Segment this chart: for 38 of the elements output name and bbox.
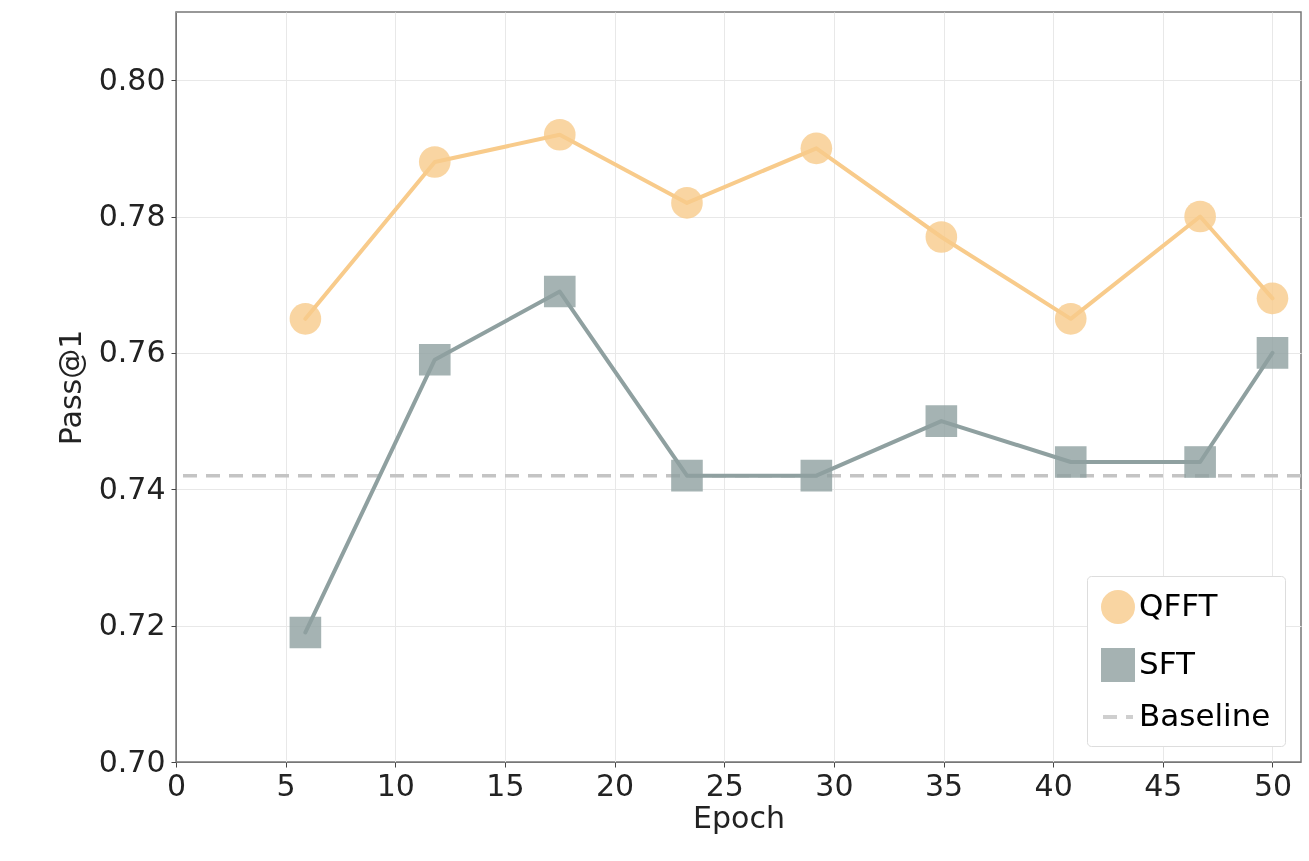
y-tick-label: 0.72	[98, 607, 166, 643]
point	[1054, 303, 1087, 335]
y-tick-label: 0.80	[98, 61, 166, 97]
point	[543, 118, 576, 151]
point	[1184, 446, 1216, 478]
point	[800, 132, 833, 165]
x-tick-label: 10	[376, 767, 415, 803]
y-axis-title: Pass@1	[52, 329, 88, 446]
point	[1256, 337, 1289, 369]
x-tick-label: 5	[276, 767, 296, 803]
point	[289, 303, 322, 335]
y-tick-label: 0.70	[98, 743, 166, 779]
legend-label: QFFT	[1139, 587, 1219, 623]
point	[418, 146, 451, 178]
legend-label: Baseline	[1139, 697, 1271, 733]
point	[671, 187, 703, 219]
point	[1184, 200, 1216, 233]
x-tick-label: 50	[1253, 767, 1293, 803]
y-tick-label: 0.74	[98, 470, 166, 506]
legend-label: SFT	[1139, 645, 1196, 681]
x-tick-label: 20	[596, 767, 635, 803]
x-tick-label: 0	[166, 767, 187, 803]
point	[418, 343, 451, 376]
point	[289, 616, 322, 649]
x-tick-label: 15	[486, 767, 525, 803]
point	[671, 459, 703, 492]
point	[925, 405, 958, 437]
point	[925, 221, 958, 253]
x-tick-label: 30	[815, 767, 854, 803]
point	[1256, 282, 1289, 315]
point	[800, 459, 833, 492]
point	[1054, 446, 1087, 478]
x-tick-label: 35	[924, 767, 964, 803]
point	[543, 275, 576, 308]
y-tick-label: 0.78	[98, 198, 166, 234]
y-tick-label: 0.76	[98, 334, 166, 370]
x-tick-label: 40	[1034, 767, 1073, 803]
x-tick-label: 45	[1144, 767, 1183, 803]
